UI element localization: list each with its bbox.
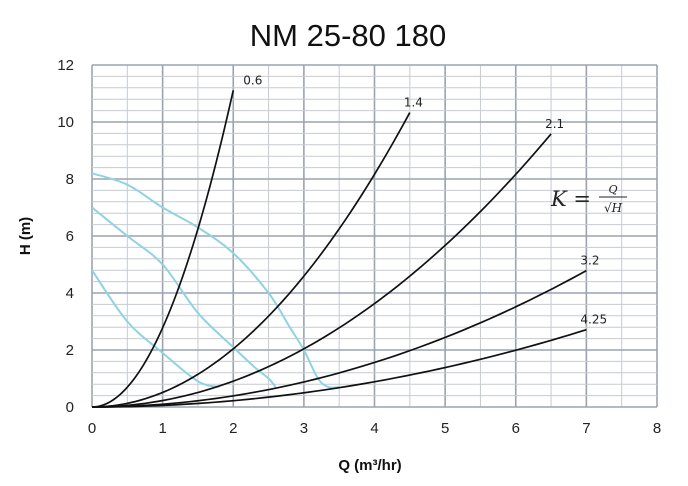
system-curve-4.25: [91, 328, 587, 408]
x-tick-label: 1: [158, 420, 166, 437]
x-axis-label: Q (m³/hr): [338, 457, 401, 474]
y-tick-label: 2: [66, 342, 74, 359]
grid: [91, 64, 658, 408]
system-curve-1.4: [91, 112, 411, 408]
x-tick-label: 0: [88, 420, 96, 437]
x-tick-label: 6: [512, 420, 520, 437]
system-curve-0.6: [91, 90, 235, 408]
formula-numerator: Q: [608, 183, 617, 196]
system-curve-label: 4.25: [580, 313, 607, 327]
system-curve-label: 0.6: [243, 73, 262, 87]
x-tick-label: 7: [582, 420, 590, 437]
system-curves: 0.6 1.4 2.1 3.2 4.25: [91, 73, 607, 408]
y-tick-label: 6: [66, 228, 74, 245]
system-curve-label: 2.1: [545, 117, 564, 131]
y-tick-label: 0: [66, 399, 74, 416]
chart-title: NM 25-80 180: [250, 18, 446, 53]
formula-lhs: K =: [550, 187, 591, 211]
formula-denominator: √H: [604, 201, 623, 215]
y-tick-label: 10: [57, 114, 74, 131]
system-curve-3.2: [91, 269, 587, 408]
x-tick-label: 4: [370, 420, 378, 437]
y-axis-label: H (m): [17, 217, 34, 255]
pump-curve: [91, 269, 220, 389]
x-tick-label: 8: [653, 420, 661, 437]
y-tick-label: 12: [57, 57, 74, 74]
x-tick-label: 5: [441, 420, 449, 437]
y-tick-label: 8: [66, 171, 74, 188]
pump-curves: [91, 172, 340, 389]
pump-curve: [91, 206, 277, 388]
pump-curve: [91, 172, 340, 389]
system-curve-label: 3.2: [580, 254, 599, 268]
system-curve-label: 1.4: [404, 96, 423, 110]
x-tick-label: 2: [229, 420, 237, 437]
x-tick-label: 3: [300, 420, 308, 437]
system-curve-2.1: [91, 133, 552, 408]
y-tick-label: 4: [66, 285, 74, 302]
k-formula: K = Q √H: [550, 183, 627, 215]
